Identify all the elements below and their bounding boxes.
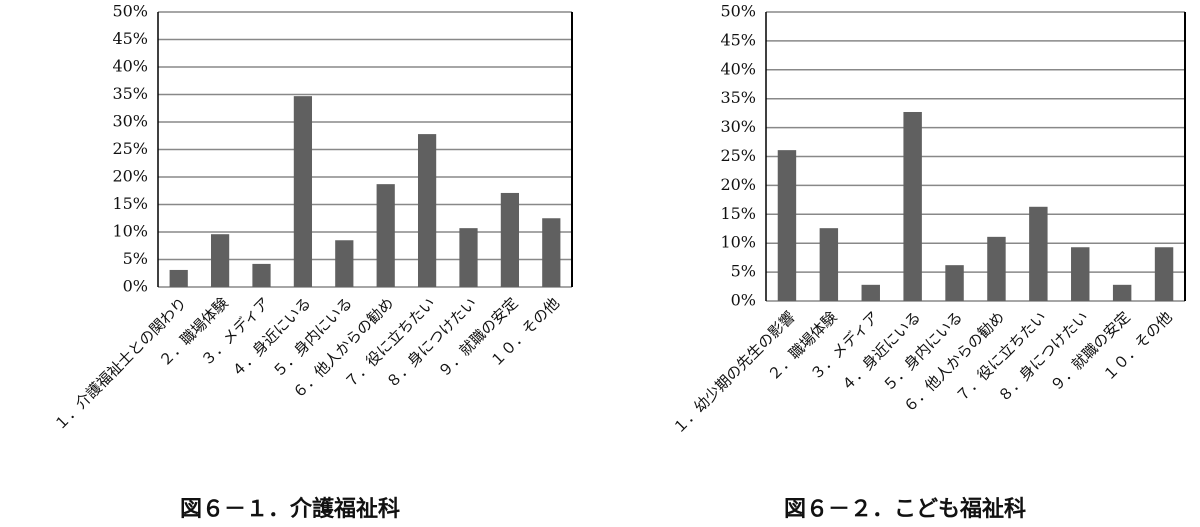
bar [777, 150, 797, 301]
bar [1071, 247, 1090, 301]
bar [459, 228, 478, 287]
bar [542, 218, 561, 287]
y-tick-label: 45% [112, 29, 148, 48]
y-tick-label: 10% [112, 222, 148, 241]
bar [169, 269, 188, 287]
bar [252, 263, 271, 287]
y-tick-label: 40% [112, 57, 148, 76]
y-tick-label: 0% [731, 291, 756, 310]
y-tick-label: 20% [112, 167, 148, 186]
bar [1112, 284, 1132, 301]
y-tick-label: 40% [720, 59, 756, 78]
bar [210, 234, 230, 287]
bar [335, 240, 354, 287]
bar [987, 236, 1006, 301]
chart-title: 図６－２．こども福祉科 [784, 496, 1026, 522]
bar [1154, 247, 1174, 301]
bar [500, 192, 520, 287]
y-tick-label: 15% [112, 194, 148, 213]
y-tick-label: 20% [720, 175, 756, 194]
chart: 0%5%10%15%20%25%30%35%40%45%50%１．幼少期の先生の… [669, 2, 1186, 522]
y-tick-label: 35% [112, 84, 148, 103]
y-tick-label: 25% [112, 139, 148, 158]
y-tick-label: 35% [720, 88, 756, 107]
y-tick-label: 5% [731, 262, 756, 281]
y-tick-label: 25% [720, 146, 756, 165]
chart-title: 図６－１．介護福祉科 [180, 496, 400, 522]
chart: 0%5%10%15%20%25%30%35%40%45%50%１．介護福祉士との… [50, 2, 573, 522]
y-tick-label: 10% [720, 233, 756, 252]
bar [945, 265, 964, 301]
y-tick-label: 0% [123, 277, 148, 296]
bar [293, 96, 313, 288]
bar [417, 134, 437, 287]
y-tick-label: 5% [123, 249, 148, 268]
bar [903, 111, 922, 301]
bar [819, 228, 839, 301]
y-tick-label: 50% [112, 2, 148, 21]
y-tick-label: 50% [720, 2, 756, 21]
bar [376, 184, 395, 287]
bar [861, 284, 880, 301]
y-tick-label: 15% [720, 204, 756, 223]
bar [1029, 206, 1048, 301]
y-tick-label: 30% [112, 112, 148, 131]
y-tick-label: 45% [720, 30, 756, 49]
y-tick-label: 30% [720, 117, 756, 136]
